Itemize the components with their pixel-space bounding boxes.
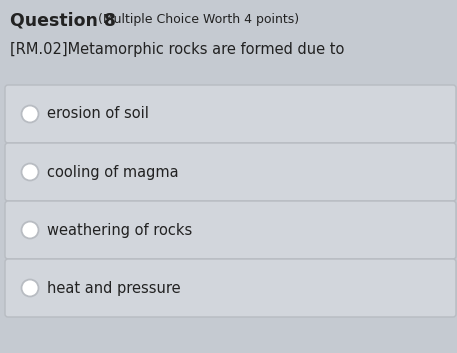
Circle shape	[21, 106, 38, 122]
Text: erosion of soil: erosion of soil	[47, 107, 149, 121]
FancyBboxPatch shape	[5, 201, 456, 259]
FancyBboxPatch shape	[5, 85, 456, 143]
Circle shape	[21, 163, 38, 180]
Text: heat and pressure: heat and pressure	[47, 281, 181, 295]
Text: Question 8: Question 8	[10, 12, 116, 30]
Circle shape	[21, 221, 38, 239]
Text: [RM.02]Metamorphic rocks are formed due to: [RM.02]Metamorphic rocks are formed due …	[10, 42, 345, 57]
Text: (Multiple Choice Worth 4 points): (Multiple Choice Worth 4 points)	[98, 13, 299, 26]
FancyBboxPatch shape	[5, 143, 456, 201]
FancyBboxPatch shape	[5, 259, 456, 317]
Circle shape	[21, 280, 38, 297]
Text: cooling of magma: cooling of magma	[47, 164, 179, 179]
Text: weathering of rocks: weathering of rocks	[47, 222, 192, 238]
